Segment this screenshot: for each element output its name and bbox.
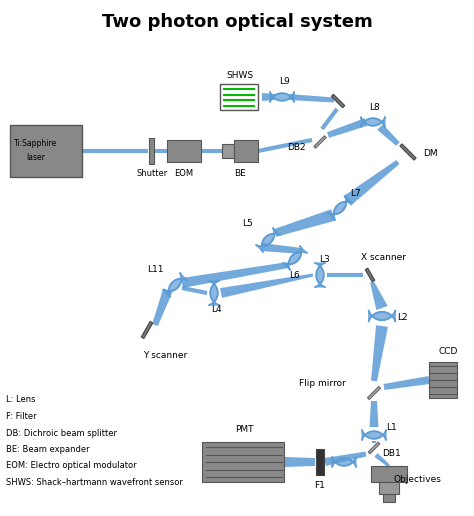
- Text: F1: F1: [315, 480, 326, 490]
- Text: L1: L1: [387, 423, 397, 431]
- Text: Two photon optical system: Two photon optical system: [101, 13, 373, 31]
- Polygon shape: [383, 376, 429, 390]
- Polygon shape: [270, 92, 294, 102]
- Text: Ti:Sapphire: Ti:Sapphire: [14, 138, 58, 148]
- Polygon shape: [152, 288, 173, 326]
- Bar: [383, 494, 395, 502]
- Text: EOM: Electro optical modulator: EOM: Electro optical modulator: [6, 461, 137, 471]
- Text: CCD: CCD: [438, 347, 458, 357]
- Text: Shutter: Shutter: [137, 169, 168, 178]
- Bar: [367, 386, 381, 399]
- Bar: [400, 144, 416, 160]
- Text: Objectives: Objectives: [393, 476, 441, 485]
- Text: Flip mirror: Flip mirror: [299, 379, 346, 388]
- Bar: [167, 140, 201, 162]
- Text: L: Lens: L: Lens: [6, 395, 36, 405]
- Polygon shape: [370, 281, 388, 310]
- Polygon shape: [327, 118, 367, 138]
- Text: X scanner: X scanner: [362, 252, 407, 262]
- Text: L9: L9: [280, 77, 291, 87]
- Text: L5: L5: [243, 219, 254, 229]
- Bar: [234, 140, 258, 162]
- Polygon shape: [362, 430, 386, 440]
- Bar: [141, 321, 153, 338]
- Bar: [371, 466, 407, 482]
- Text: DB: Dichroic beam splitter: DB: Dichroic beam splitter: [6, 428, 117, 438]
- Text: BE: Beam expander: BE: Beam expander: [6, 445, 90, 454]
- Bar: [368, 442, 380, 454]
- Text: Y scanner: Y scanner: [143, 350, 187, 360]
- Polygon shape: [220, 273, 313, 298]
- Text: L2: L2: [397, 314, 407, 322]
- Polygon shape: [261, 243, 302, 254]
- Polygon shape: [374, 453, 390, 467]
- Bar: [220, 84, 258, 110]
- Polygon shape: [369, 311, 395, 321]
- Polygon shape: [343, 160, 400, 206]
- Bar: [149, 138, 155, 164]
- Polygon shape: [332, 457, 356, 467]
- Polygon shape: [262, 93, 275, 101]
- Text: DM: DM: [423, 150, 438, 158]
- Polygon shape: [361, 117, 385, 127]
- Text: L8: L8: [370, 103, 380, 111]
- Text: DB2: DB2: [287, 142, 305, 152]
- Bar: [316, 449, 324, 475]
- Bar: [429, 362, 457, 398]
- Polygon shape: [328, 196, 352, 220]
- Text: BE: BE: [234, 169, 246, 178]
- Bar: [379, 482, 399, 494]
- Text: L7: L7: [351, 189, 361, 199]
- Bar: [10, 125, 82, 177]
- Text: DB1: DB1: [383, 448, 401, 458]
- Polygon shape: [163, 273, 187, 297]
- Text: L6: L6: [290, 270, 301, 280]
- Text: F: Filter: F: Filter: [6, 412, 36, 421]
- Polygon shape: [181, 262, 289, 288]
- Text: L4: L4: [210, 304, 221, 314]
- Bar: [314, 136, 326, 148]
- Polygon shape: [371, 325, 388, 381]
- Text: SHWS: Shack–hartmann wavefront sensor: SHWS: Shack–hartmann wavefront sensor: [6, 478, 183, 487]
- Polygon shape: [370, 401, 379, 427]
- Polygon shape: [284, 457, 315, 467]
- Text: SHWS: SHWS: [227, 71, 254, 79]
- Text: L3: L3: [319, 255, 330, 265]
- Text: L11: L11: [147, 265, 163, 273]
- Bar: [331, 94, 345, 108]
- Text: PMT: PMT: [235, 426, 253, 434]
- Bar: [365, 268, 375, 282]
- Bar: [202, 442, 284, 482]
- Text: EOM: EOM: [174, 169, 193, 178]
- Bar: [222, 144, 234, 158]
- Polygon shape: [289, 94, 334, 103]
- Polygon shape: [209, 281, 219, 305]
- Polygon shape: [274, 209, 335, 237]
- Polygon shape: [283, 246, 307, 270]
- Polygon shape: [324, 452, 366, 466]
- Polygon shape: [377, 124, 400, 146]
- Polygon shape: [256, 228, 280, 252]
- Polygon shape: [315, 263, 325, 287]
- Text: laser: laser: [27, 153, 46, 162]
